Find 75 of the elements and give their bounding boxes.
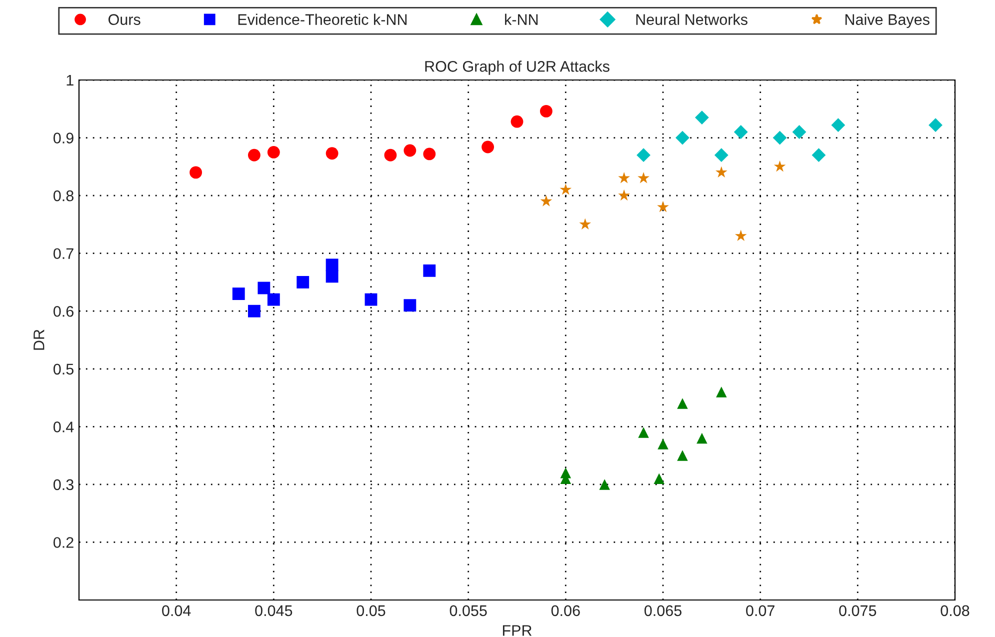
point xyxy=(831,118,846,132)
y-tick-label: 0.5 xyxy=(54,364,74,375)
point xyxy=(694,110,709,124)
point xyxy=(638,172,650,184)
x-tick-label: 0.045 xyxy=(255,605,292,616)
point xyxy=(657,200,669,212)
point xyxy=(774,160,786,172)
point xyxy=(404,144,416,157)
point xyxy=(716,386,727,398)
point xyxy=(714,148,728,162)
point xyxy=(677,398,688,409)
point xyxy=(560,468,572,478)
point xyxy=(267,293,280,306)
point xyxy=(696,432,708,444)
legend-label: Naive Bayes xyxy=(845,14,930,28)
y-tick-label: 0.2 xyxy=(54,537,74,548)
point xyxy=(248,304,260,318)
point xyxy=(540,195,552,206)
y-tick-label: 0.3 xyxy=(54,479,74,490)
y-tick-label: 1 xyxy=(66,75,74,86)
y-tick-label: 0.4 xyxy=(54,422,74,432)
point xyxy=(326,270,338,283)
point xyxy=(734,230,747,242)
x-tick-label: 0.07 xyxy=(746,605,774,616)
point xyxy=(190,166,202,179)
point xyxy=(636,148,650,162)
point xyxy=(676,130,690,145)
point xyxy=(510,115,524,128)
point xyxy=(579,218,592,230)
point xyxy=(618,189,630,201)
point xyxy=(482,140,494,154)
legend-label: k-NN xyxy=(505,14,538,25)
x-tick-label: 0.055 xyxy=(450,605,487,616)
y-tick-label: 0.8 xyxy=(54,190,74,202)
point xyxy=(928,118,942,132)
x-tick-label: 0.04 xyxy=(162,605,191,616)
point xyxy=(296,276,310,288)
point xyxy=(326,258,338,272)
x-axis-title: FPR xyxy=(502,625,532,636)
point xyxy=(599,479,610,490)
point xyxy=(677,450,688,461)
point xyxy=(267,146,280,158)
legend-label: Neural Networks xyxy=(636,14,748,25)
point xyxy=(423,148,436,160)
point xyxy=(248,148,260,162)
point xyxy=(715,166,728,178)
point xyxy=(258,282,270,294)
point xyxy=(658,438,668,450)
y-tick-label: 0.6 xyxy=(54,306,74,317)
x-tick-label: 0.06 xyxy=(551,605,580,616)
legend-label: Evidence-Theoretic k-NN xyxy=(238,14,407,25)
point xyxy=(364,293,378,306)
x-tick-label: 0.075 xyxy=(839,605,876,616)
point xyxy=(326,147,338,160)
y-tick-label: 0.9 xyxy=(54,132,74,144)
point xyxy=(812,148,826,162)
chart-title: ROC Graph of U2R Attacks xyxy=(425,60,610,75)
point xyxy=(232,288,245,300)
y-tick-label: 0.7 xyxy=(54,248,74,260)
point xyxy=(618,172,630,184)
point xyxy=(384,148,397,162)
x-tick-label: 0.05 xyxy=(356,605,386,616)
point xyxy=(772,130,787,145)
point xyxy=(560,184,572,195)
point xyxy=(792,125,806,139)
point xyxy=(404,299,416,312)
point xyxy=(654,473,664,484)
point xyxy=(423,264,436,277)
legend-label: Ours xyxy=(108,14,140,25)
y-axis-title: DR xyxy=(34,330,44,350)
point xyxy=(734,125,748,139)
x-tick-label: 0.08 xyxy=(940,605,970,616)
point xyxy=(638,427,649,438)
x-tick-label: 0.065 xyxy=(644,605,682,616)
point xyxy=(540,104,552,118)
